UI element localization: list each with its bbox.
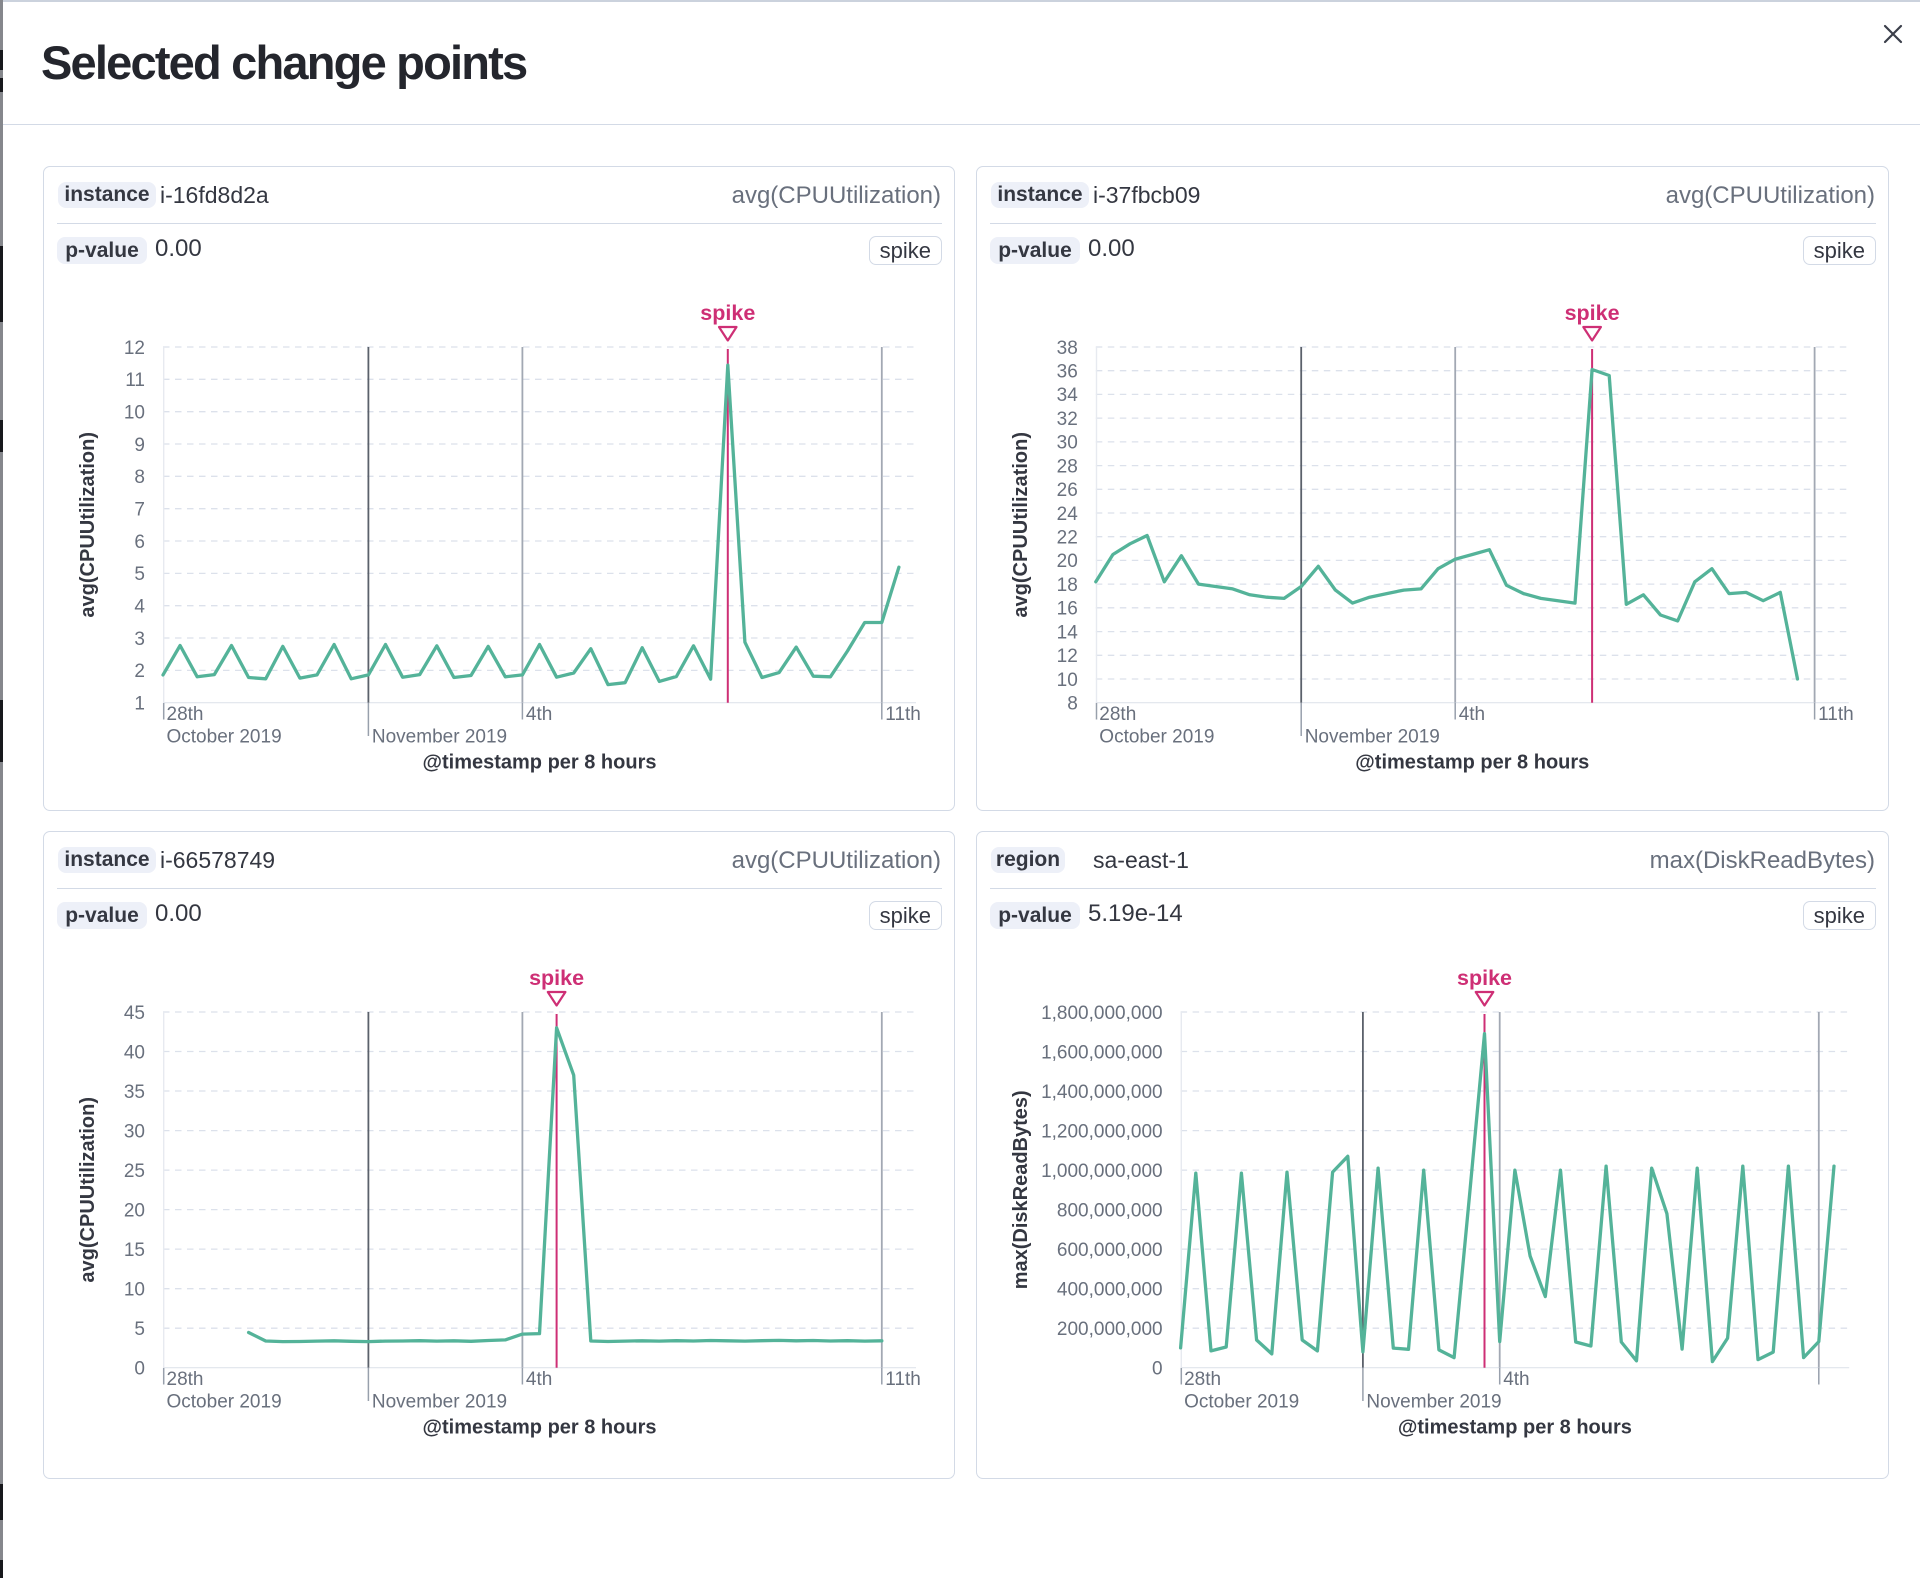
svg-text:@timestamp per 8 hours: @timestamp per 8 hours [1355,752,1589,774]
svg-text:November 2019: November 2019 [372,727,507,748]
svg-text:25: 25 [124,1161,145,1182]
svg-text:1,800,000,000: 1,800,000,000 [1041,1003,1163,1024]
svg-text:8: 8 [134,467,145,488]
svg-text:5: 5 [134,1319,145,1340]
svg-text:0: 0 [134,1359,145,1380]
svg-text:spike: spike [700,301,755,325]
svg-text:20: 20 [1057,551,1078,572]
svg-text:max(DiskReadBytes): max(DiskReadBytes) [1010,1090,1032,1289]
svg-text:9: 9 [134,435,145,456]
svg-text:8: 8 [1067,694,1078,715]
svg-text:3: 3 [134,629,145,650]
svg-text:4th: 4th [526,704,552,725]
svg-text:@timestamp per 8 hours: @timestamp per 8 hours [422,1417,656,1439]
svg-text:4th: 4th [526,1369,552,1390]
svg-text:7: 7 [134,500,145,521]
svg-text:16: 16 [1057,599,1078,620]
svg-text:October 2019: October 2019 [1099,727,1214,748]
svg-text:600,000,000: 600,000,000 [1057,1240,1163,1261]
svg-text:40: 40 [124,1042,145,1063]
svg-text:11th: 11th [885,704,921,725]
svg-text:28: 28 [1057,456,1078,477]
svg-text:11th: 11th [885,1369,921,1390]
svg-text:4: 4 [134,597,145,618]
svg-text:30: 30 [1057,433,1078,454]
svg-text:28th: 28th [167,1369,204,1390]
svg-text:0: 0 [1152,1359,1163,1380]
svg-text:12: 12 [124,338,145,359]
svg-text:15: 15 [124,1240,145,1261]
svg-text:November 2019: November 2019 [1305,727,1440,748]
svg-text:1: 1 [134,694,145,715]
svg-text:October 2019: October 2019 [1184,1392,1299,1413]
svg-text:10: 10 [1057,670,1078,691]
svg-text:@timestamp per 8 hours: @timestamp per 8 hours [1398,1417,1632,1439]
svg-text:12: 12 [1057,646,1078,667]
svg-text:spike: spike [1565,301,1620,325]
svg-text:spike: spike [1457,966,1512,990]
svg-text:28th: 28th [167,704,204,725]
svg-text:November 2019: November 2019 [1366,1392,1501,1413]
svg-text:18: 18 [1057,575,1078,596]
svg-text:11th: 11th [1818,704,1854,725]
svg-text:spike: spike [529,966,584,990]
svg-text:400,000,000: 400,000,000 [1057,1280,1163,1301]
svg-text:30: 30 [124,1121,145,1142]
svg-text:20: 20 [124,1200,145,1221]
svg-text:200,000,000: 200,000,000 [1057,1319,1163,1340]
svg-text:24: 24 [1057,504,1079,525]
svg-text:14: 14 [1057,622,1079,643]
svg-text:35: 35 [124,1082,145,1103]
svg-text:32: 32 [1057,409,1078,430]
svg-text:4th: 4th [1459,704,1485,725]
svg-text:1,400,000,000: 1,400,000,000 [1041,1082,1163,1103]
svg-text:1,000,000,000: 1,000,000,000 [1041,1161,1163,1182]
svg-text:avg(CPUUtilization): avg(CPUUtilization) [77,1097,99,1283]
svg-text:avg(CPUUtilization): avg(CPUUtilization) [1010,432,1032,618]
svg-text:10: 10 [124,403,145,424]
svg-text:@timestamp per 8 hours: @timestamp per 8 hours [422,752,656,774]
svg-text:2: 2 [134,661,145,682]
svg-text:5: 5 [134,564,145,585]
svg-text:38: 38 [1057,338,1078,359]
svg-text:1,600,000,000: 1,600,000,000 [1041,1042,1163,1063]
svg-text:10: 10 [124,1280,145,1301]
svg-text:6: 6 [134,532,145,553]
svg-text:28th: 28th [1184,1369,1221,1390]
svg-text:26: 26 [1057,480,1078,501]
svg-text:1,200,000,000: 1,200,000,000 [1041,1121,1163,1142]
svg-text:34: 34 [1057,385,1079,406]
svg-text:11: 11 [125,370,145,391]
svg-text:November 2019: November 2019 [372,1392,507,1413]
svg-text:45: 45 [124,1003,145,1024]
svg-text:800,000,000: 800,000,000 [1057,1200,1163,1221]
svg-text:October 2019: October 2019 [167,1392,282,1413]
svg-text:28th: 28th [1099,704,1136,725]
svg-text:4th: 4th [1503,1369,1529,1390]
svg-text:36: 36 [1057,362,1078,383]
svg-text:avg(CPUUtilization): avg(CPUUtilization) [77,432,99,618]
svg-text:October 2019: October 2019 [167,727,282,748]
svg-text:22: 22 [1057,528,1078,549]
